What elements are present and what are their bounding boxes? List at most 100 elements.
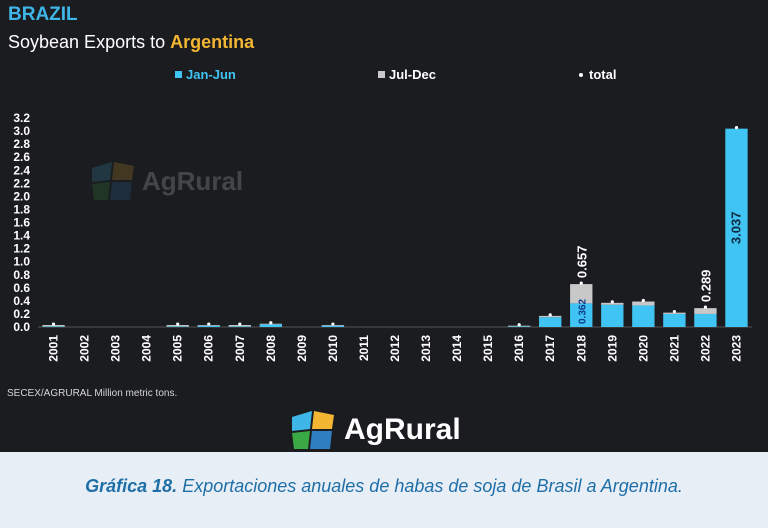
data-label-total: 0.657 bbox=[574, 246, 589, 279]
x-tick-label: 2017 bbox=[543, 335, 557, 362]
bar-jan-jun bbox=[321, 325, 345, 327]
y-tick-label: 0.4 bbox=[13, 294, 30, 308]
y-tick-label: 1.8 bbox=[13, 202, 30, 216]
caption-label: Gráfica 18. bbox=[85, 476, 178, 496]
y-tick-label: 2.2 bbox=[13, 176, 30, 190]
bar-jul-dec bbox=[570, 284, 593, 304]
chart-title: BRAZIL bbox=[8, 4, 78, 25]
agrural-logo-icon bbox=[292, 411, 334, 449]
x-tick-label: 2006 bbox=[202, 335, 216, 362]
bar-jan-jun bbox=[632, 305, 655, 327]
total-marker bbox=[331, 322, 335, 326]
bar-jan-jun bbox=[197, 325, 220, 327]
bar-jul-dec bbox=[166, 325, 189, 327]
legend-label: Jan-Jun bbox=[186, 67, 236, 82]
caption-text: Exportaciones anuales de habas de soja d… bbox=[177, 476, 683, 496]
y-tick-label: 1.2 bbox=[13, 242, 30, 256]
y-tick-label: 0.2 bbox=[13, 307, 30, 321]
legend-label: Jul-Dec bbox=[389, 67, 436, 82]
agrural-logo: AgRural bbox=[290, 410, 461, 450]
bar-chart: 0.00.20.40.60.81.01.21.41.61.82.02.22.42… bbox=[13, 67, 752, 362]
bar-jul-dec bbox=[601, 302, 624, 305]
x-tick-label: 2011 bbox=[357, 335, 371, 361]
y-tick-label: 1.4 bbox=[13, 229, 30, 243]
y-tick-label: 0.6 bbox=[13, 281, 30, 295]
y-tick-label: 2.8 bbox=[13, 137, 30, 151]
x-tick-label: 2018 bbox=[574, 335, 588, 362]
x-tick-label: 2008 bbox=[264, 335, 278, 362]
bar-jan-jun bbox=[166, 326, 189, 327]
legend-swatch bbox=[175, 71, 182, 78]
x-tick-label: 2009 bbox=[295, 335, 309, 362]
agrural-watermark: AgRural bbox=[90, 160, 243, 202]
source-note: SECEX/AGRURAL Million metric tons. bbox=[7, 388, 178, 399]
data-label-total: 0.289 bbox=[698, 270, 713, 303]
subtitle-highlight: Argentina bbox=[170, 32, 255, 52]
total-marker bbox=[51, 322, 56, 326]
bar-jul-dec bbox=[539, 315, 562, 318]
watermark-text: AgRural bbox=[142, 165, 244, 196]
bar-jan-jun bbox=[725, 128, 748, 327]
total-marker bbox=[517, 323, 521, 327]
x-tick-label: 2016 bbox=[512, 335, 526, 362]
y-tick-label: 1.6 bbox=[13, 216, 30, 230]
bar-jan-jun bbox=[507, 326, 531, 327]
x-tick-label: 2003 bbox=[109, 335, 123, 362]
y-tick-label: 0.8 bbox=[13, 268, 30, 282]
figure-caption: Gráfica 18. Exportaciones anuales de hab… bbox=[0, 474, 768, 498]
x-tick-label: 2005 bbox=[171, 335, 185, 362]
bar-jul-dec bbox=[632, 301, 655, 306]
bar-jan-jun bbox=[42, 326, 65, 327]
bar-jan-jun bbox=[663, 313, 686, 327]
x-tick-label: 2002 bbox=[78, 335, 92, 362]
bar-jan-jun bbox=[694, 313, 717, 327]
data-label-jan-jun: 3.037 bbox=[728, 212, 743, 245]
bar-jul-dec bbox=[694, 308, 717, 314]
bar-jan-jun bbox=[570, 303, 593, 327]
total-marker bbox=[176, 322, 180, 326]
total-marker bbox=[610, 300, 614, 304]
y-tick-label: 2.4 bbox=[13, 163, 30, 177]
logo-text: AgRural bbox=[344, 413, 461, 446]
agrural-watermark-icon bbox=[92, 162, 134, 200]
x-tick-label: 2023 bbox=[729, 335, 743, 362]
bar-jan-jun bbox=[601, 304, 624, 327]
bar-jan-jun bbox=[228, 326, 251, 327]
bar-jul-dec bbox=[42, 325, 65, 327]
data-label-jan-jun: 0.362 bbox=[577, 299, 588, 324]
total-marker bbox=[207, 322, 211, 326]
x-tick-label: 2015 bbox=[481, 335, 495, 362]
chart-panel: BRAZIL Soybean Exports to Argentina AgRu… bbox=[0, 0, 768, 452]
bar-jul-dec bbox=[228, 325, 251, 327]
total-marker bbox=[641, 298, 645, 303]
bar-jan-jun bbox=[539, 317, 562, 327]
subtitle-prefix: Soybean Exports to bbox=[8, 32, 171, 52]
x-tick-label: 2007 bbox=[233, 335, 247, 362]
total-marker bbox=[672, 310, 676, 314]
total-marker bbox=[734, 126, 739, 130]
total-marker bbox=[579, 281, 583, 285]
legend-label: total bbox=[589, 67, 616, 82]
bar-jul-dec bbox=[663, 312, 686, 314]
x-tick-label: 2022 bbox=[698, 335, 712, 362]
y-tick-label: 3.2 bbox=[13, 111, 30, 125]
y-tick-label: 3.0 bbox=[13, 124, 30, 138]
total-marker bbox=[269, 321, 273, 325]
y-tick-label: 0.0 bbox=[13, 320, 30, 334]
x-tick-label: 2012 bbox=[388, 335, 402, 362]
y-tick-label: 1.0 bbox=[13, 255, 30, 269]
y-tick-label: 2.6 bbox=[13, 150, 30, 164]
total-marker bbox=[548, 313, 552, 317]
x-tick-label: 2010 bbox=[326, 335, 340, 362]
x-tick-label: 2004 bbox=[140, 335, 154, 362]
x-tick-label: 2019 bbox=[605, 335, 619, 362]
total-marker bbox=[238, 322, 242, 326]
legend-swatch bbox=[579, 73, 583, 77]
y-tick-label: 2.0 bbox=[13, 189, 30, 203]
x-tick-label: 2001 bbox=[47, 335, 61, 362]
legend-swatch bbox=[378, 71, 385, 78]
chart-subtitle: Soybean Exports to Argentina bbox=[8, 32, 254, 53]
total-marker bbox=[703, 305, 708, 309]
bar-jan-jun bbox=[259, 324, 283, 327]
x-tick-label: 2013 bbox=[419, 335, 433, 362]
